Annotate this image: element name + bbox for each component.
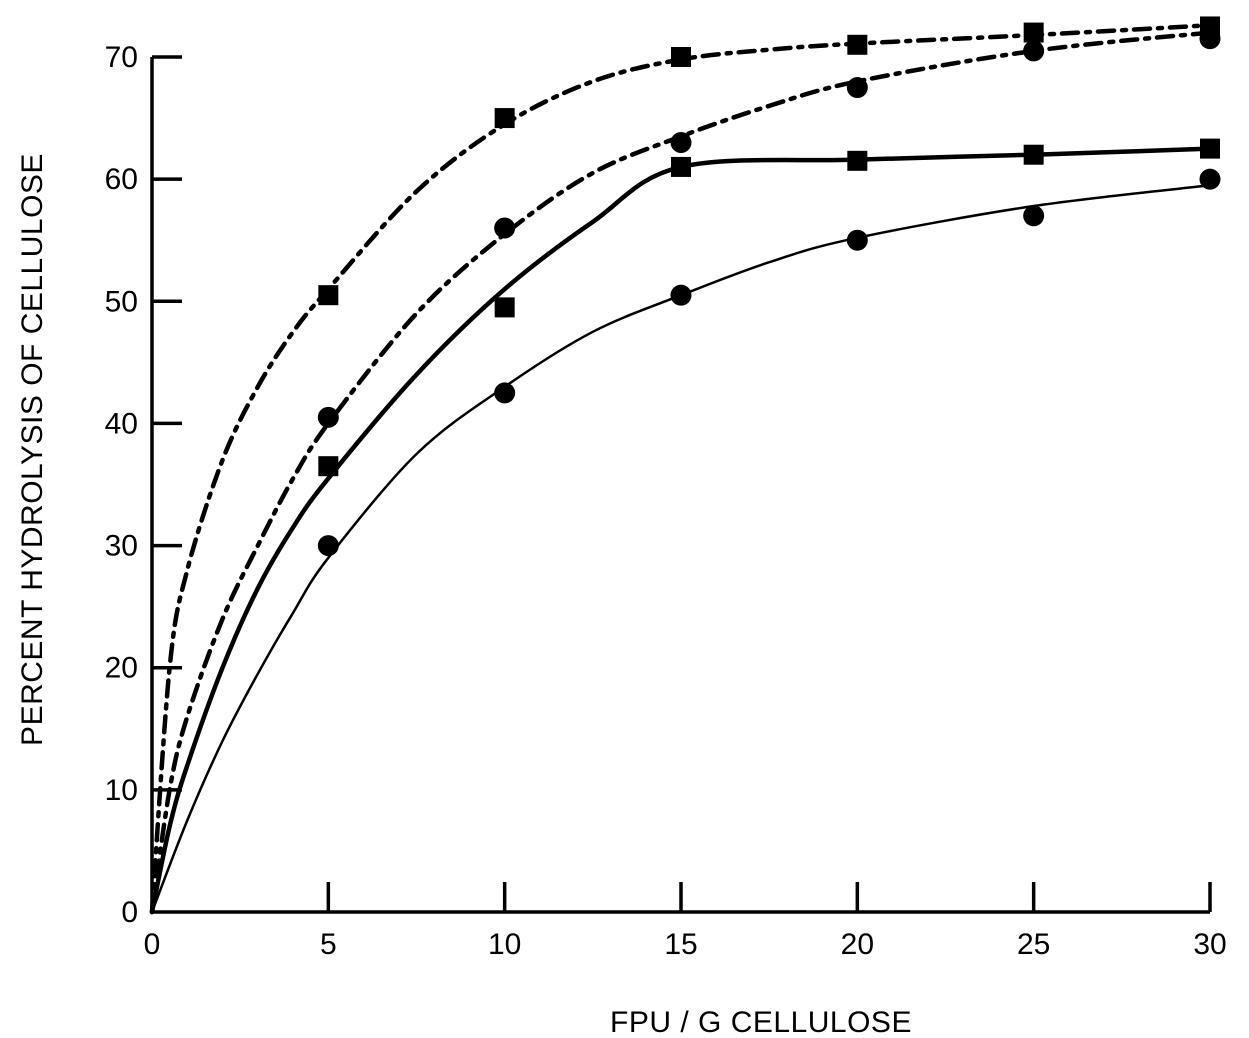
x-ticks: 0 5 10 15 20 25 30 <box>144 882 1227 961</box>
y-tick-label-3: 30 <box>105 530 138 563</box>
x-tick-label-5: 25 <box>1017 928 1050 961</box>
series-2-point-3 <box>671 156 691 177</box>
series-2-point-6 <box>1200 138 1220 159</box>
x-tick-label-2: 10 <box>488 928 521 961</box>
y-tick-label-0: 0 <box>121 896 138 929</box>
series-2-point-4 <box>847 150 868 171</box>
series-2-point-2 <box>494 297 515 318</box>
series-3-point-1 <box>317 535 339 557</box>
series-1-point-5 <box>1023 40 1045 62</box>
x-axis-title: FPU / G CELLULOSE <box>610 1006 912 1038</box>
series-0-point-3 <box>671 47 691 67</box>
y-ticks: 0 10 20 30 40 50 60 70 <box>105 41 182 929</box>
series-1-point-1 <box>317 406 339 428</box>
series-3-point-4 <box>846 229 868 251</box>
series-1-curve <box>149 30 1213 915</box>
series-2-curve <box>149 146 1213 915</box>
x-tick-label-1: 5 <box>320 928 337 961</box>
series-1-point-3 <box>670 132 692 153</box>
series-3-point-5 <box>1023 205 1045 227</box>
y-tick-label-6: 60 <box>105 163 138 196</box>
series-1-point-4 <box>846 77 868 99</box>
y-tick-label-4: 40 <box>105 407 138 440</box>
x-tick-label-3: 15 <box>664 928 697 961</box>
y-tick-label-2: 20 <box>105 652 138 685</box>
series-0-point-5 <box>1023 22 1044 43</box>
series-2-point-5 <box>1023 144 1044 165</box>
series-3-point-6 <box>1199 168 1221 190</box>
series-0-point-1 <box>318 285 339 306</box>
series-3-point-2 <box>494 382 516 404</box>
y-axis-title: PERCENT HYDROLYSIS OF CELLULOSE <box>16 153 49 746</box>
series-3-point-3 <box>670 284 692 306</box>
series-2-point-1 <box>318 456 339 477</box>
axes <box>150 57 1210 914</box>
x-tick-label-6: 30 <box>1193 928 1226 961</box>
y-tick-label-7: 70 <box>105 41 138 74</box>
series-1-point-2 <box>494 217 516 239</box>
y-tick-label-1: 10 <box>105 774 138 807</box>
x-tick-label-0: 0 <box>144 928 161 961</box>
series-markers <box>317 16 1221 557</box>
series-0-point-4 <box>847 34 868 55</box>
series-0-point-2 <box>494 108 515 129</box>
x-tick-label-4: 20 <box>841 928 874 961</box>
series-1-point-6 <box>1199 28 1221 50</box>
y-tick-label-5: 50 <box>105 285 138 318</box>
